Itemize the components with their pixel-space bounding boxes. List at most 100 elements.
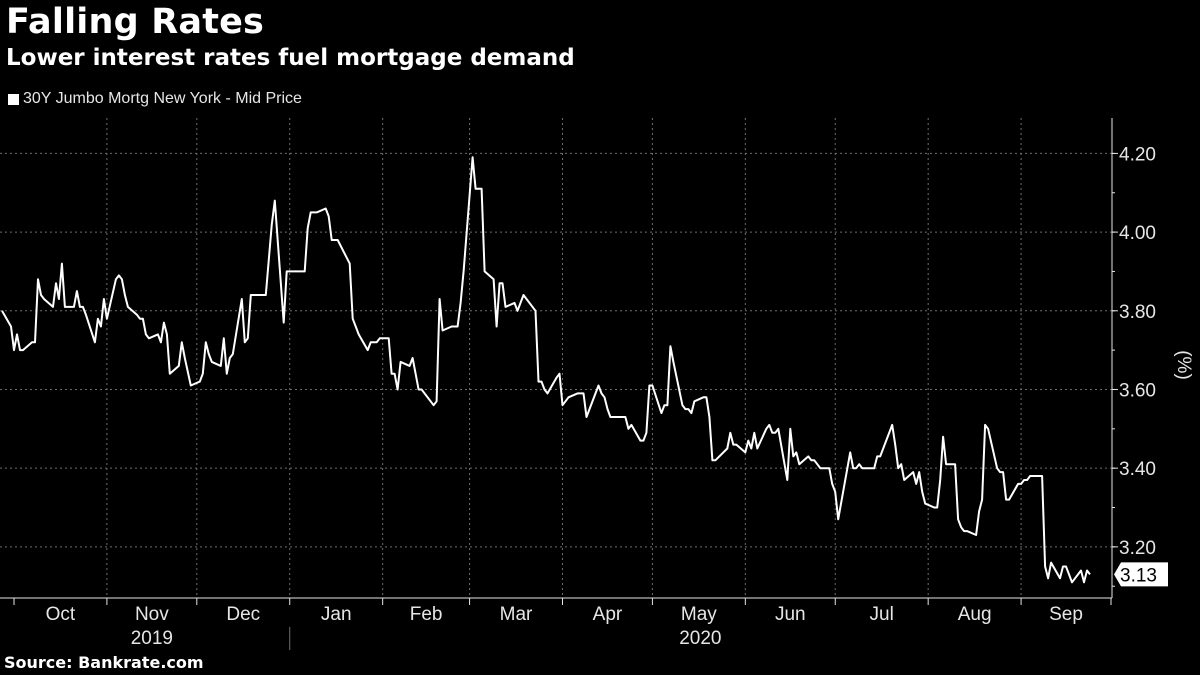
data-point xyxy=(1006,499,1007,500)
data-point xyxy=(184,357,185,358)
y-axis-label: (%) xyxy=(1173,350,1194,380)
data-point xyxy=(73,306,74,307)
data-point xyxy=(817,464,818,465)
data-point xyxy=(598,385,599,386)
grid-lines xyxy=(0,118,1112,598)
data-point xyxy=(262,294,263,295)
data-point xyxy=(811,460,812,461)
data-point xyxy=(199,381,200,382)
y-tick-label: 4.00 xyxy=(1119,223,1156,244)
data-point xyxy=(568,397,569,398)
data-point xyxy=(580,393,581,394)
data-point xyxy=(124,294,125,295)
data-point xyxy=(715,460,716,461)
data-point xyxy=(943,436,944,437)
data-point xyxy=(40,294,41,295)
data-point xyxy=(586,416,587,417)
data-point xyxy=(631,424,632,425)
data-point xyxy=(703,397,704,398)
data-point xyxy=(370,342,371,343)
data-point xyxy=(559,373,560,374)
data-point xyxy=(55,283,56,284)
data-point xyxy=(898,468,899,469)
data-point xyxy=(325,208,326,209)
data-point xyxy=(604,397,605,398)
data-point xyxy=(391,373,392,374)
x-tick-label: May xyxy=(681,604,717,625)
data-point xyxy=(541,381,542,382)
data-point xyxy=(16,334,17,335)
data-point xyxy=(64,306,65,307)
data-point xyxy=(478,188,479,189)
data-point xyxy=(547,393,548,394)
data-point xyxy=(145,334,146,335)
data-point xyxy=(640,440,641,441)
data-point xyxy=(190,385,191,386)
data-point xyxy=(895,444,896,445)
data-point xyxy=(409,365,410,366)
data-point xyxy=(283,322,284,323)
y-tick-label: 4.20 xyxy=(1119,144,1156,165)
data-point xyxy=(535,310,536,311)
data-point xyxy=(856,468,857,469)
x-tick-label: Jan xyxy=(321,604,352,625)
data-point xyxy=(940,479,941,480)
data-point xyxy=(316,212,317,213)
data-point xyxy=(304,271,305,272)
data-point xyxy=(415,373,416,374)
data-point xyxy=(694,401,695,402)
data-point xyxy=(457,326,458,327)
data-point xyxy=(271,224,272,225)
data-point xyxy=(736,444,737,445)
data-point xyxy=(208,354,209,355)
data-point xyxy=(517,310,518,311)
x-tick-label: Dec xyxy=(226,604,260,625)
y-tick-label: 3.20 xyxy=(1119,538,1156,559)
legend-swatch xyxy=(8,93,19,105)
data-point xyxy=(34,342,35,343)
data-point xyxy=(1003,472,1004,473)
data-point xyxy=(79,306,80,307)
data-point xyxy=(514,302,515,303)
data-point xyxy=(808,456,809,457)
data-point xyxy=(766,428,767,429)
data-point xyxy=(247,338,248,339)
data-point xyxy=(460,302,461,303)
data-point xyxy=(1018,483,1019,484)
data-point xyxy=(880,456,881,457)
data-point xyxy=(652,385,653,386)
data-point xyxy=(664,405,665,406)
data-point xyxy=(838,519,839,520)
data-point xyxy=(331,239,332,240)
year-label: 2019 xyxy=(131,628,173,649)
data-point xyxy=(334,239,335,240)
x-tick-label: Mar xyxy=(500,604,533,625)
data-point xyxy=(745,452,746,453)
data-point xyxy=(934,507,935,508)
data-point xyxy=(142,318,143,319)
data-point xyxy=(244,342,245,343)
data-point xyxy=(832,483,833,484)
data-point xyxy=(1059,578,1060,579)
data-point xyxy=(829,468,830,469)
data-point xyxy=(607,409,608,410)
data-point xyxy=(601,393,602,394)
data-point xyxy=(577,393,578,394)
data-point xyxy=(754,432,755,433)
chart-title: Falling Rates xyxy=(6,2,265,42)
data-point xyxy=(1048,578,1049,579)
data-point xyxy=(1045,566,1046,567)
data-point xyxy=(526,298,527,299)
data-point xyxy=(373,342,374,343)
data-point xyxy=(313,212,314,213)
data-point xyxy=(148,338,149,339)
data-point xyxy=(544,389,545,390)
data-point xyxy=(226,373,227,374)
data-point xyxy=(10,326,11,327)
data-point xyxy=(454,326,455,327)
data-point xyxy=(127,306,128,307)
data-point xyxy=(1062,566,1063,567)
data-point xyxy=(871,468,872,469)
data-point xyxy=(355,326,356,327)
